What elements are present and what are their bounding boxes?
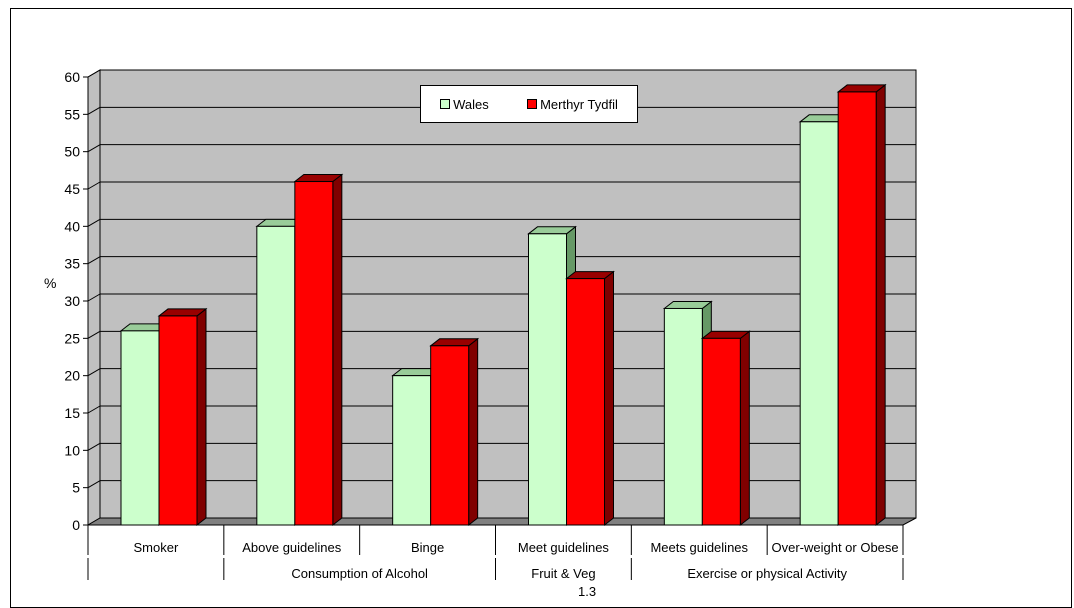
y-tick-label: 25 [64,330,80,346]
bar-merthyr-tydfil [566,278,605,526]
y-tick-label: 50 [64,144,80,160]
bar-top [662,300,713,309]
gridline-side [87,480,101,489]
group-label: Exercise or physical Activity [687,566,847,581]
gridline-side [87,405,101,414]
y-axis: 0 5 10 15 20 25 30 35 40 45 50 55 60 [64,69,89,533]
bars [119,83,887,527]
bar-top [565,271,615,280]
gridline-side [87,69,101,78]
bar-top [293,174,344,183]
x-tick-label: Over-weight or Obese [771,540,898,555]
bar-chart: 0 5 10 15 20 25 30 35 40 45 50 55 60 % Smoker Above g… [44,69,917,581]
bar-side [332,173,343,527]
bar-wales [528,233,567,526]
x-tick-label: Binge [411,540,444,555]
y-tick-label: 35 [64,256,80,272]
legend-label-wales: Wales [453,96,489,112]
y-tick-label: 60 [64,69,80,85]
x-tick-label: Smoker [134,540,179,555]
bar-top [836,84,887,93]
bar-top [527,226,577,235]
gridline-side [87,144,101,153]
y-tick-label: 10 [64,442,80,458]
gridline-side [87,181,101,190]
bar-wales [799,121,839,526]
bar-top [700,330,751,339]
gridline-side [87,368,101,377]
bar-side [875,83,886,527]
y-tick-label: 55 [64,106,80,122]
gridlines [87,69,916,489]
x-tick-label: Meet guidelines [518,540,610,555]
bar-side [468,337,479,527]
legend: Wales Merthyr Tydfil [420,85,638,123]
y-tick-label: 45 [64,181,80,197]
page-number: 1.3 [578,584,597,599]
legend-swatch-merthyr [527,99,538,109]
y-tick-label: 20 [64,368,80,384]
bar-wales [256,225,296,526]
y-tick-label: 40 [64,218,80,234]
legend-item-merthyr: Merthyr Tydfil [527,97,618,112]
bar-wales [663,307,703,526]
x-tick-label: Above guidelines [242,540,342,555]
bar-side [604,270,614,527]
bar-merthyr-tydfil [430,345,470,526]
gridline-side [87,442,101,451]
bar-merthyr-tydfil [158,315,198,526]
group-label: Fruit & Veg [531,566,595,581]
x-tick-label: Meets guidelines [650,540,748,555]
group-label: Consumption of Alcohol [291,566,428,581]
bar-top [157,308,208,317]
legend-item-wales: Wales [440,97,489,112]
bar-merthyr-tydfil [837,91,877,526]
floor [86,517,917,526]
y-tick-label: 15 [64,405,80,421]
gridline-side [87,293,101,302]
x-axis: Smoker Above guidelines Binge Meet guidelin… [87,524,904,581]
y-tick-label: 30 [64,293,80,309]
legend-label-merthyr: Merthyr Tydfil [540,96,618,112]
gridline-side [87,218,101,227]
gridline-side [87,330,101,339]
legend-swatch-wales [440,99,451,109]
chart-walls [86,69,917,526]
y-axis-label: % [44,275,56,291]
bar-side [739,330,750,527]
gridline-side [87,256,101,265]
bar-merthyr-tydfil [701,337,741,526]
y-tick-label: 0 [72,517,80,533]
bar-merthyr-tydfil [294,181,334,526]
bar-wales [120,330,160,526]
bar-side [196,307,207,527]
y-tick-label: 5 [72,480,80,496]
bar-top [429,338,480,347]
bar-wales [392,375,432,526]
gridline-side [87,106,101,115]
